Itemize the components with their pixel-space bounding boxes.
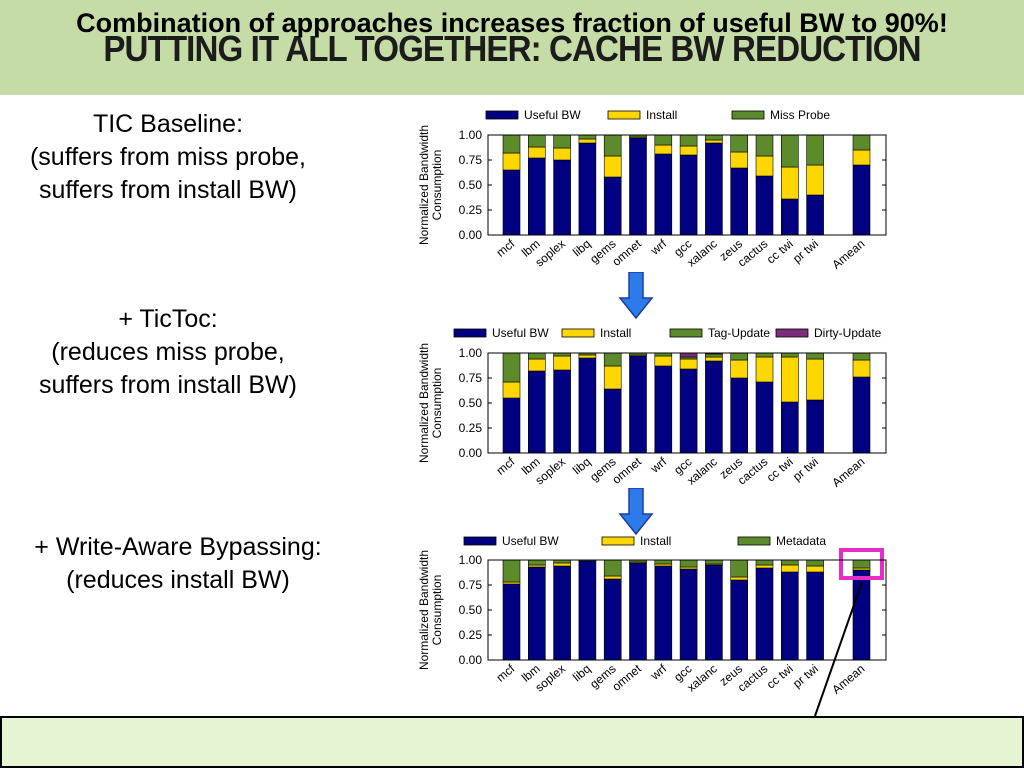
legend-swatch [607, 110, 641, 120]
y-tick-label: 0.50 [459, 178, 483, 192]
plot-frame [487, 559, 887, 661]
description-3-line-1: + Write-Aware Bypassing: [34, 533, 322, 561]
highlight-box [839, 548, 884, 580]
legend-swatch [737, 536, 771, 546]
legend-swatch [453, 328, 487, 338]
y-tick-label: 0.00 [459, 228, 483, 242]
description-1-line-2: (suffers from miss probe, [29, 143, 306, 171]
legend-label: Install [600, 326, 631, 340]
description-2-line-2: (reduces miss probe, [51, 338, 285, 366]
legend-swatch [731, 110, 765, 120]
chart-2: Useful BW Install Tag-Update Dirty-Update 0.… [417, 326, 887, 490]
description-3: + Write-Aware Bypassing: (reduces instal… [0, 531, 356, 597]
description-1-line-1: TIC Baseline: [92, 110, 244, 138]
y-axis-label: Normalized BandwidthConsumption [417, 343, 444, 463]
legend-swatch [775, 328, 809, 338]
legend-label: Useful BW [524, 108, 581, 122]
y-tick-label: 0.50 [459, 603, 483, 617]
plot-frame [487, 134, 887, 236]
y-tick-label: 0.25 [459, 421, 483, 435]
legend-label: Install [640, 534, 671, 548]
y-tick-label: 1.00 [459, 553, 483, 567]
description-3-line-2: (reduces install BW) [66, 566, 290, 594]
legend-label: Dirty-Update [814, 326, 882, 340]
description-2-line-3: suffers from install BW) [39, 371, 297, 399]
description-2-line-1: + TicToc: [118, 305, 218, 333]
legend-label: Useful BW [502, 534, 559, 548]
legend-swatch [463, 536, 497, 546]
y-tick-label: 0.25 [459, 628, 483, 642]
legend-label: Useful BW [492, 326, 549, 340]
down-arrow-icon [618, 272, 654, 320]
description-1-line-3: suffers from install BW) [39, 176, 297, 204]
slide-title: PUTTING IT ALL TOGETHER: CACHE BW REDUCT… [103, 28, 921, 69]
legend-swatch [561, 328, 595, 338]
y-tick-label: 0.25 [459, 203, 483, 217]
callout-text: Combination of approaches increases frac… [76, 8, 948, 38]
y-tick-label: 0.75 [459, 578, 483, 592]
y-tick-label: 0.75 [459, 371, 483, 385]
callout-box [0, 716, 1024, 768]
legend-swatch [485, 110, 519, 120]
y-tick-label: 0.50 [459, 396, 483, 410]
legend-swatch [601, 536, 635, 546]
legend-swatch [669, 328, 703, 338]
down-arrow-icon [618, 488, 654, 536]
y-axis-label: Normalized BandwidthConsumption [417, 550, 444, 670]
description-1: TIC Baseline: (suffers from miss probe, … [0, 108, 336, 207]
description-2: + TicToc: (reduces miss probe, suffers f… [0, 303, 336, 402]
legend-label: Tag-Update [708, 326, 770, 340]
title-bar [0, 0, 1024, 95]
y-tick-label: 0.75 [459, 153, 483, 167]
plot-frame [487, 352, 887, 454]
legend-label: Metadata [776, 534, 826, 548]
y-tick-label: 1.00 [459, 346, 483, 360]
y-tick-label: 0.00 [459, 653, 483, 667]
y-axis-label: Normalized BandwidthConsumption [417, 125, 444, 245]
legend-label: Install [646, 108, 677, 122]
y-tick-label: 1.00 [459, 128, 483, 142]
y-tick-label: 0.00 [459, 446, 483, 460]
legend-label: Miss Probe [770, 108, 830, 122]
